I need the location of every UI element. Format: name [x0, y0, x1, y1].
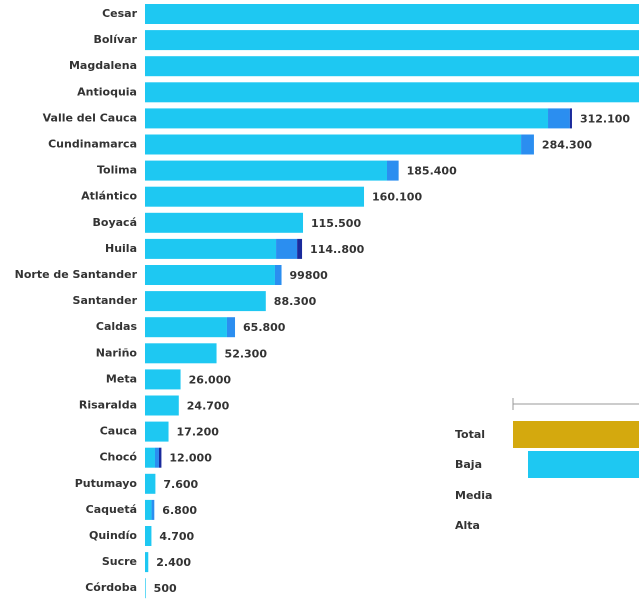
bar-segment [154, 447, 159, 468]
y-tick-label: Córdoba [85, 581, 137, 594]
y-tick-label: Bolívar [93, 33, 137, 46]
bar-segment [145, 265, 275, 285]
value-label: 284.300 [542, 139, 592, 152]
bar-segment [145, 134, 522, 155]
bar-segment [145, 4, 639, 24]
legend-label: Total [455, 428, 485, 441]
bar-segment [158, 447, 162, 468]
y-tick-label: Cesar [102, 7, 138, 20]
value-label: 24.700 [187, 400, 230, 413]
bar-segment [297, 238, 303, 259]
bar-segment [151, 499, 155, 520]
bar-segment [145, 552, 149, 573]
bar-segment [145, 421, 169, 442]
y-tick-label: Norte de Santander [15, 268, 138, 281]
y-tick-label: Cundinamarca [48, 138, 137, 151]
value-label: 185.400 [407, 165, 457, 178]
bar-segment [145, 186, 365, 207]
bar-segment [145, 473, 156, 494]
y-tick-label: Caquetá [86, 503, 137, 516]
y-tick-label: Caldas [96, 320, 138, 333]
y-tick-label: Chocó [99, 451, 137, 464]
y-tick-label: Huila [105, 242, 137, 255]
value-label: 99800 [290, 269, 329, 282]
y-tick-label: Risaralda [79, 399, 137, 412]
value-label: 7.600 [163, 478, 198, 491]
bar-segment [145, 447, 155, 468]
value-label: 115.500 [311, 217, 361, 230]
y-tick-label: Quindío [89, 529, 137, 542]
y-tick-label: Cauca [100, 425, 137, 438]
bar-segment [145, 108, 549, 129]
bar-segment [145, 82, 639, 103]
bar-segment [145, 317, 227, 338]
legend-label: Media [455, 489, 492, 502]
legend-label: Alta [455, 519, 480, 532]
bar-segment [548, 108, 570, 129]
y-tick-label: Antioquia [77, 85, 137, 98]
bar-segment [276, 238, 298, 259]
y-tick-label: Sucre [102, 555, 137, 568]
bar-segment [569, 108, 572, 129]
legend-swatch [513, 421, 639, 448]
value-label: 4.700 [159, 530, 194, 543]
bar-segment [145, 238, 277, 259]
value-label: 160.100 [372, 191, 422, 204]
bar-segment [145, 56, 639, 77]
bar-segment [145, 499, 152, 520]
value-label: 6.800 [162, 504, 197, 517]
y-tick-label: Magdalena [69, 59, 137, 72]
y-tick-label: Tolima [97, 164, 137, 177]
value-label: 12.000 [169, 452, 212, 465]
y-tick-label: Nariño [96, 346, 138, 359]
value-label: 88.300 [274, 295, 317, 308]
bar-segment [226, 317, 236, 338]
bar-segment [145, 30, 639, 51]
value-label: 2.400 [156, 556, 191, 569]
bar-segment [145, 212, 304, 233]
value-label: 500 [154, 582, 177, 595]
bar-segment [145, 578, 146, 599]
value-label: 52.300 [225, 347, 268, 360]
bar-segment [145, 369, 181, 390]
y-tick-label: Santander [73, 294, 138, 307]
bar-segment [145, 526, 152, 546]
y-tick-label: Boyacá [93, 216, 137, 229]
y-tick-label: Atlántico [81, 190, 137, 203]
bar-segment [145, 160, 388, 181]
legend-swatch [528, 451, 639, 478]
bar-segment [145, 291, 266, 312]
legend-label: Baja [455, 458, 482, 471]
bar-segment [145, 395, 179, 416]
bar-segment [145, 343, 217, 364]
value-label: 26.000 [189, 373, 232, 386]
y-tick-label: Meta [106, 372, 137, 385]
bar-segment [521, 134, 534, 155]
bar-segment [274, 265, 282, 285]
value-label: 65.800 [243, 321, 286, 334]
y-tick-label: Putumayo [75, 477, 138, 490]
value-label: 312.100 [580, 112, 630, 125]
value-label: 17.200 [177, 426, 220, 439]
bar-segment [387, 160, 399, 181]
value-label: 114..800 [310, 243, 365, 256]
y-tick-label: Valle del Cauca [43, 111, 137, 124]
